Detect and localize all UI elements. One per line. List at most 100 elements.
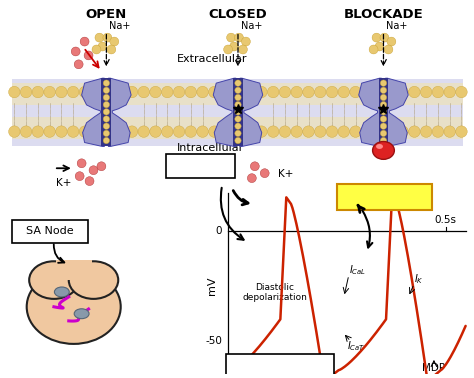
- Circle shape: [107, 45, 116, 54]
- Circle shape: [397, 126, 409, 137]
- Circle shape: [150, 126, 161, 137]
- Circle shape: [162, 126, 173, 137]
- Circle shape: [103, 33, 112, 42]
- Circle shape: [84, 51, 93, 60]
- Circle shape: [255, 126, 267, 137]
- Text: -50: -50: [205, 336, 222, 346]
- Circle shape: [103, 87, 109, 93]
- Circle shape: [385, 126, 397, 137]
- Circle shape: [250, 162, 259, 171]
- Circle shape: [235, 94, 241, 101]
- Circle shape: [380, 108, 387, 115]
- Circle shape: [71, 47, 80, 56]
- Circle shape: [95, 33, 104, 42]
- Circle shape: [91, 86, 102, 98]
- Circle shape: [303, 86, 314, 98]
- Circle shape: [235, 137, 241, 144]
- Circle shape: [91, 126, 102, 137]
- Text: $I_{CaT}$: $I_{CaT}$: [346, 339, 365, 353]
- Circle shape: [235, 116, 241, 122]
- Circle shape: [374, 126, 385, 137]
- Circle shape: [229, 42, 238, 51]
- Circle shape: [235, 123, 241, 129]
- Circle shape: [456, 126, 467, 137]
- Circle shape: [385, 86, 397, 98]
- Text: ACTION POTENTIAL: ACTION POTENTIAL: [231, 361, 328, 370]
- Circle shape: [444, 86, 456, 98]
- Ellipse shape: [69, 261, 118, 299]
- Text: $I_K$: $I_K$: [414, 273, 424, 286]
- Circle shape: [44, 126, 55, 137]
- Circle shape: [85, 177, 94, 186]
- Circle shape: [77, 159, 86, 168]
- Ellipse shape: [74, 309, 89, 319]
- Circle shape: [350, 126, 361, 137]
- Circle shape: [235, 87, 241, 93]
- Circle shape: [20, 86, 32, 98]
- Circle shape: [103, 116, 109, 122]
- Circle shape: [244, 86, 255, 98]
- Text: K+: K+: [56, 178, 72, 188]
- Circle shape: [75, 172, 84, 181]
- Text: SA Node: SA Node: [26, 226, 74, 235]
- Text: MDP: MDP: [422, 363, 446, 373]
- Circle shape: [232, 86, 244, 98]
- Circle shape: [44, 86, 55, 98]
- Circle shape: [235, 101, 241, 108]
- Circle shape: [380, 101, 387, 108]
- Circle shape: [238, 45, 247, 54]
- Circle shape: [244, 126, 255, 137]
- Polygon shape: [82, 78, 104, 146]
- Circle shape: [80, 37, 89, 46]
- Circle shape: [103, 137, 109, 144]
- Circle shape: [384, 45, 393, 54]
- Circle shape: [444, 126, 456, 137]
- Text: Diastolic
depolarization: Diastolic depolarization: [242, 283, 307, 302]
- Text: Na+: Na+: [241, 21, 262, 31]
- Bar: [12, 79, 463, 146]
- Circle shape: [173, 86, 185, 98]
- Circle shape: [267, 126, 279, 137]
- Circle shape: [380, 137, 387, 144]
- Circle shape: [235, 108, 241, 115]
- Text: Na+: Na+: [109, 21, 131, 31]
- Circle shape: [138, 126, 149, 137]
- Circle shape: [380, 87, 387, 93]
- Circle shape: [291, 126, 302, 137]
- Text: Ivabradine: Ivabradine: [351, 191, 418, 201]
- Circle shape: [103, 126, 114, 137]
- Text: $I_f$: $I_f$: [305, 363, 313, 377]
- Polygon shape: [240, 78, 263, 146]
- Circle shape: [380, 123, 387, 129]
- Circle shape: [315, 126, 326, 137]
- Circle shape: [420, 86, 432, 98]
- Circle shape: [9, 126, 20, 137]
- Ellipse shape: [29, 261, 79, 299]
- Circle shape: [267, 86, 279, 98]
- Circle shape: [224, 45, 233, 54]
- Circle shape: [338, 86, 349, 98]
- Circle shape: [232, 126, 244, 137]
- Circle shape: [110, 37, 118, 46]
- Polygon shape: [213, 78, 236, 146]
- Circle shape: [380, 116, 387, 122]
- Circle shape: [103, 123, 109, 129]
- FancyBboxPatch shape: [166, 154, 235, 178]
- Circle shape: [420, 126, 432, 137]
- Circle shape: [89, 166, 98, 175]
- Circle shape: [326, 126, 338, 137]
- Circle shape: [138, 86, 149, 98]
- Circle shape: [369, 45, 378, 54]
- Circle shape: [456, 86, 467, 98]
- Bar: [12, 83, 463, 105]
- Circle shape: [241, 37, 250, 46]
- Circle shape: [260, 169, 269, 178]
- Circle shape: [185, 126, 197, 137]
- FancyBboxPatch shape: [12, 220, 88, 243]
- Circle shape: [197, 126, 209, 137]
- Circle shape: [55, 126, 67, 137]
- Circle shape: [67, 126, 79, 137]
- Circle shape: [338, 126, 349, 137]
- Circle shape: [387, 37, 396, 46]
- Circle shape: [103, 94, 109, 101]
